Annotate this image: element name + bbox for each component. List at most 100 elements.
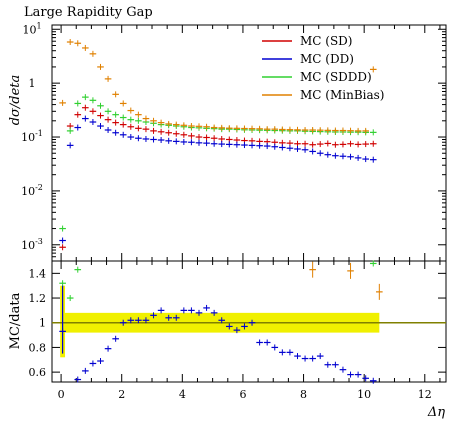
data-point-mcdd (339, 153, 347, 160)
data-point-mcdd (119, 131, 127, 138)
data-point-mcsd (59, 244, 66, 251)
ratio-point-mcdd (172, 314, 180, 321)
data-point-mcminbias (369, 66, 377, 73)
data-point-mcdd (142, 135, 150, 142)
ratio-point-mcdd (188, 307, 195, 314)
ratio-y-tick-label: 0.6 (29, 366, 47, 379)
data-point-mcminbias (135, 111, 142, 118)
data-point-mcsddd (369, 129, 377, 136)
main-y-tick-exponent: -3 (35, 237, 43, 246)
ratio-point-mcdd (241, 323, 248, 330)
ratio-point-mcdd (210, 309, 218, 316)
data-point-mcminbias (127, 107, 135, 114)
ratio-point-mcdd (279, 349, 286, 356)
data-point-mcsddd (112, 111, 119, 118)
ratio-y-tick-label: 0.8 (29, 341, 47, 354)
main-y-tick-base: 10 (21, 131, 35, 144)
data-point-mcminbias (309, 127, 316, 134)
ratio-point-mcdd (369, 377, 377, 384)
data-point-mcsd (112, 119, 119, 126)
data-point-mcsddd (119, 114, 127, 121)
data-point-mcminbias (172, 121, 180, 128)
data-point-mcdd (165, 137, 172, 144)
ratio-y-tick-label: 1 (39, 317, 46, 330)
ratio-y-axis-label: MC/data (8, 292, 23, 349)
data-point-mcminbias (279, 126, 286, 133)
data-point-mcsddd (89, 97, 97, 104)
ratio-point-mcdd (119, 319, 127, 326)
main-y-tick-label: 101 (22, 21, 41, 36)
data-point-mcsd (210, 135, 218, 142)
main-plot-frame (51, 24, 447, 262)
ratio-point-mcdd (180, 307, 188, 314)
legend-label: MC (MinBias) (300, 88, 384, 102)
data-point-mcsd (135, 125, 142, 132)
ratio-point-mcdd (150, 312, 157, 319)
ratio-point-mcdd (89, 360, 97, 367)
data-point-mcminbias (97, 63, 104, 70)
data-point-mcdd (66, 142, 74, 149)
data-point-mcsd (339, 141, 347, 148)
data-point-mcminbias (157, 119, 165, 126)
ratio-point-mcdd (127, 317, 135, 324)
legend-label: MC (DD) (300, 52, 354, 66)
data-point-mcsd (150, 127, 157, 134)
main-y-tick-label: 1 (29, 77, 36, 90)
data-point-mcminbias (362, 127, 369, 134)
data-point-mcminbias (74, 40, 82, 47)
data-point-mcminbias (89, 50, 97, 57)
data-point-mcminbias (165, 120, 172, 127)
main-y-tick-exponent: 1 (36, 21, 41, 30)
ratio-point-mcdd (195, 309, 203, 316)
data-point-mcsd (369, 140, 377, 147)
ratio-point-mcdd (339, 366, 347, 373)
data-point-mcdd (82, 115, 89, 122)
data-point-mcsd (97, 112, 104, 119)
ratio-point-mcdd (332, 361, 339, 368)
data-point-mcsd (142, 126, 150, 133)
data-point-mcsddd (127, 116, 135, 123)
data-point-mcdd (97, 123, 104, 130)
data-point-mcdd (332, 152, 339, 159)
data-point-mcminbias (119, 100, 127, 107)
legend-label: MC (SD) (300, 34, 353, 48)
data-point-mcsddd (104, 108, 112, 115)
data-point-mcminbias (82, 44, 89, 51)
data-point-mcsddd (74, 100, 82, 107)
data-point-mcdd (112, 129, 119, 136)
data-point-mcsd (188, 132, 195, 139)
x-tick-label: 0 (58, 388, 65, 401)
data-point-mcdd (104, 127, 112, 134)
data-point-mcsd (82, 104, 89, 111)
data-point-mcminbias (210, 124, 218, 131)
data-point-mcsd (74, 111, 82, 118)
data-point-mcminbias (142, 115, 150, 122)
data-point-mcsd (203, 134, 210, 141)
legend-entry: MC (DD) (262, 52, 354, 66)
data-point-mcdd (127, 134, 135, 141)
data-point-mcdd (172, 138, 180, 145)
data-point-mcdd (241, 142, 248, 149)
data-point-mcdd (324, 151, 332, 158)
data-point-mcsd (294, 140, 301, 147)
ratio-point-mcdd (362, 375, 369, 382)
ratio-point-mcdd (218, 317, 226, 324)
data-point-mcminbias (354, 127, 362, 134)
data-point-mcdd (157, 137, 165, 144)
data-point-mcsd (301, 140, 309, 147)
ratio-point-mcdd (286, 349, 294, 356)
ratio-point-mcdd (294, 353, 301, 360)
data-point-mcdd (279, 144, 286, 151)
data-point-mcsd (89, 108, 97, 115)
ratio-point-mcminbias (376, 283, 383, 300)
data-point-mcminbias (263, 126, 271, 133)
data-point-mcdd (309, 148, 316, 155)
data-point-mcminbias (112, 91, 119, 98)
ratio-point-mcdd (301, 355, 309, 362)
ratio-point-mcdd (112, 335, 119, 342)
x-tick-label: 10 (357, 388, 371, 401)
data-point-mcsd (218, 135, 226, 142)
data-point-mcdd (294, 145, 301, 152)
ratio-y-tick-label: 1.4 (29, 267, 47, 280)
